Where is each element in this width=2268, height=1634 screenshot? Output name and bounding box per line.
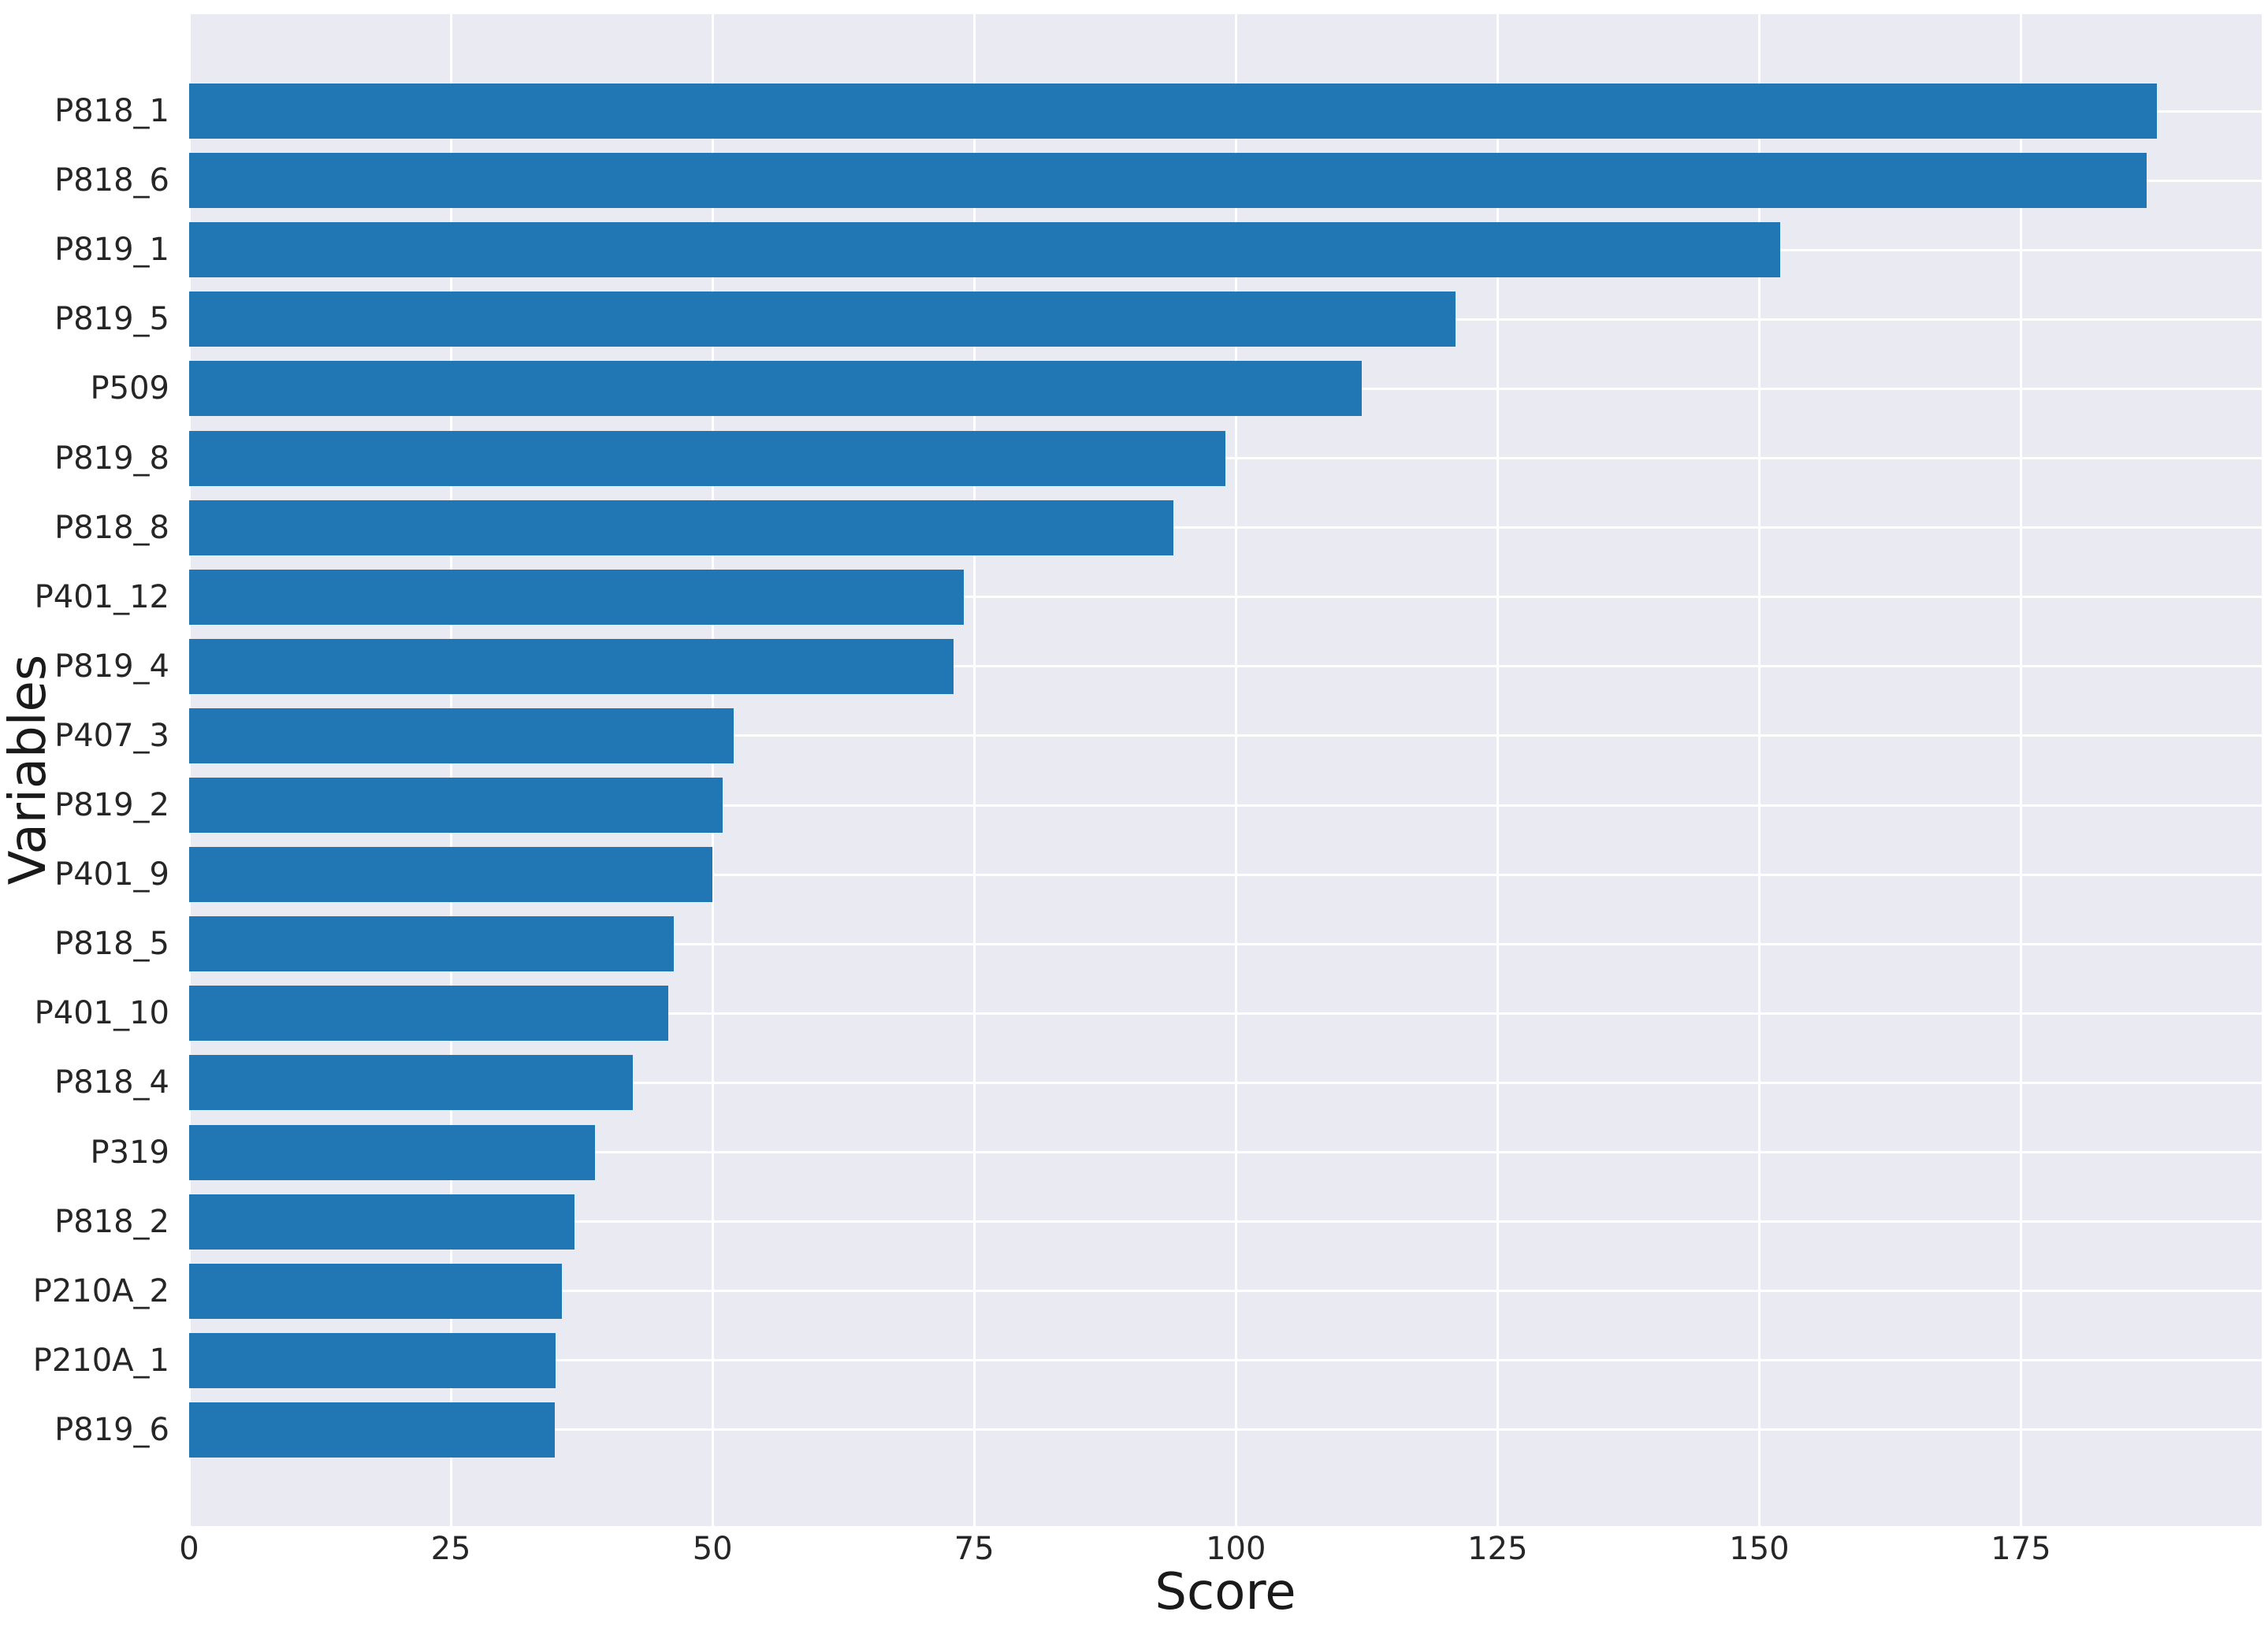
bar-P819_1	[189, 222, 1780, 278]
y-tick-label: P407_3	[54, 717, 169, 754]
bar-P819_8	[189, 430, 1225, 486]
bar-P818_6	[189, 153, 2147, 209]
y-tick-label: P819_2	[54, 787, 169, 823]
x-tick-label: 50	[692, 1531, 733, 1567]
y-axis-title: Variables	[0, 654, 58, 886]
bar-P210A_1	[189, 1332, 556, 1388]
bar-P818_1	[189, 84, 2158, 139]
gridline-horizontal	[189, 804, 2262, 807]
y-tick-label: P818_1	[54, 93, 169, 129]
gridline-horizontal	[189, 942, 2262, 945]
plot-area	[188, 14, 2262, 1526]
gridline-horizontal	[189, 1428, 2262, 1432]
y-tick-label: P509	[90, 370, 169, 407]
bar-P210A_2	[189, 1263, 562, 1319]
gridline-horizontal	[189, 457, 2262, 459]
y-tick-label: P818_6	[54, 162, 169, 199]
gridline-horizontal	[189, 1151, 2262, 1153]
gridline-horizontal	[189, 1220, 2262, 1224]
bar-P401_12	[189, 569, 964, 625]
y-tick-label: P210A_1	[32, 1342, 169, 1379]
bar-P819_4	[189, 638, 954, 694]
bar-P818_8	[189, 499, 1173, 555]
bar-P819_5	[189, 292, 1456, 347]
y-tick-label: P819_6	[54, 1411, 169, 1448]
bar-P819_2	[189, 778, 723, 833]
gridline-horizontal	[189, 1359, 2262, 1362]
gridline-horizontal	[189, 1081, 2262, 1084]
x-tick-label: 25	[430, 1531, 471, 1567]
x-tick-label: 150	[1729, 1531, 1790, 1567]
gridline-vertical	[449, 14, 452, 1526]
gridline-vertical	[2019, 14, 2022, 1526]
gridline-horizontal	[189, 526, 2262, 529]
y-tick-label: P819_1	[54, 232, 169, 269]
y-tick-label: P401_9	[54, 856, 169, 893]
y-tick-label: P210A_2	[32, 1272, 169, 1309]
bar-P818_4	[189, 1055, 634, 1111]
y-tick-label: P819_8	[54, 440, 169, 477]
bar-P819_6	[189, 1402, 555, 1458]
y-tick-label: P818_4	[54, 1064, 169, 1101]
y-tick-label: P319	[90, 1134, 169, 1171]
y-tick-label: P401_10	[34, 995, 169, 1032]
x-tick-label: 0	[179, 1531, 199, 1567]
gridline-horizontal	[189, 1012, 2262, 1015]
gridline-vertical	[1757, 14, 1760, 1526]
bar-P509	[189, 361, 1362, 417]
x-tick-label: 100	[1206, 1531, 1266, 1567]
y-tick-label: P819_5	[54, 301, 169, 338]
bar-P401_9	[189, 847, 713, 903]
x-tick-label: 175	[1991, 1531, 2051, 1567]
bar-P818_5	[189, 916, 674, 972]
y-tick-label: P401_12	[34, 578, 169, 615]
gridline-horizontal	[189, 734, 2262, 737]
y-tick-label: P819_4	[54, 648, 169, 685]
y-tick-label: P818_2	[54, 1203, 169, 1240]
y-tick-label: P818_8	[54, 509, 169, 546]
x-tick-label: 75	[954, 1531, 995, 1567]
gridline-vertical	[711, 14, 714, 1526]
gridline-vertical	[1234, 14, 1237, 1526]
x-tick-label: 125	[1467, 1531, 1528, 1567]
gridline-horizontal	[189, 665, 2262, 668]
y-tick-label: P818_5	[54, 926, 169, 963]
bar-P407_3	[189, 707, 734, 763]
gridline-horizontal	[189, 596, 2262, 599]
gridline-vertical	[972, 14, 976, 1526]
bar-P319	[189, 1124, 596, 1180]
bar-P401_10	[189, 986, 669, 1042]
x-axis-title: Score	[1154, 1563, 1296, 1621]
bar-P818_2	[189, 1194, 574, 1250]
gridline-vertical	[188, 14, 191, 1526]
gridline-horizontal	[189, 873, 2262, 876]
gridline-vertical	[1496, 14, 1499, 1526]
gridline-horizontal	[189, 1290, 2262, 1293]
